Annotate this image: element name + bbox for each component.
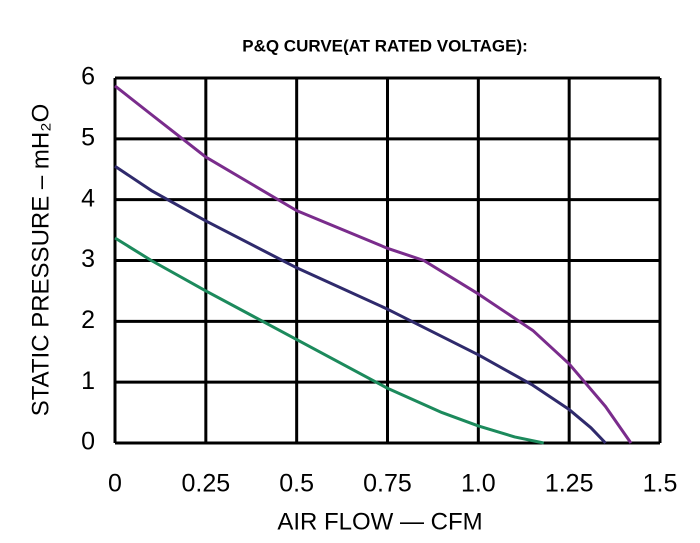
y-tick-label: 6 [81,63,95,91]
y-axis-label: STATIC PRESSURE – mH₂O [27,104,54,416]
x-tick-label: 0 [108,470,122,498]
series-line [114,164,607,445]
y-tick-label: 2 [81,306,95,334]
y-tick-label: 0 [81,428,95,456]
x-tick-label: 1.25 [545,470,594,498]
series-line [114,236,545,445]
x-tick-label: 0.25 [181,470,230,498]
x-tick-label: 0.75 [363,470,412,498]
x-tick-label: 1.5 [643,470,678,498]
y-tick-label: 3 [81,245,95,273]
chart-title: P&Q CURVE(AT RATED VOLTAGE): [242,36,528,55]
y-tick-label: 4 [81,184,95,212]
x-tick-label: 1.0 [461,470,496,498]
y-tick-label: 1 [81,367,95,395]
series-line [114,84,633,444]
y-tick-label: 5 [81,123,95,151]
x-axis-label: AIR FLOW — CFM [277,508,482,535]
x-tick-label: 0.5 [279,470,314,498]
